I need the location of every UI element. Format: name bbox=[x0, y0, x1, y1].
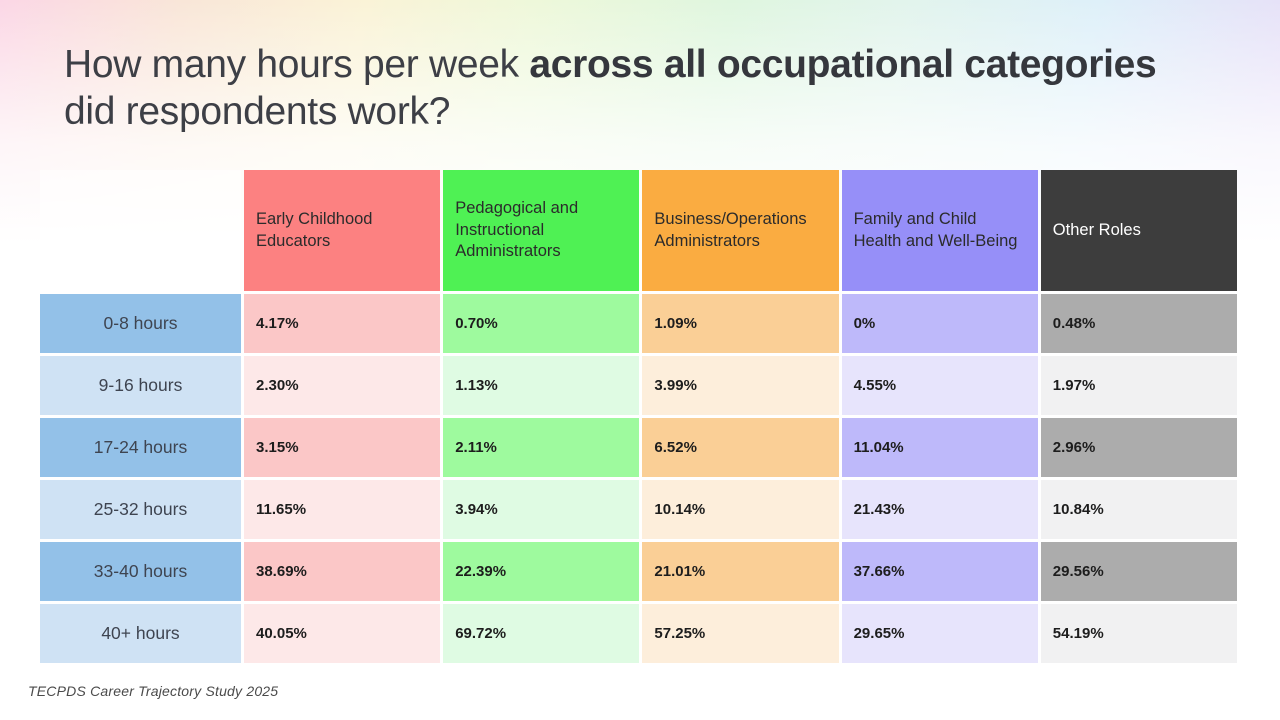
value-cell-r5-c3: 21.01% bbox=[642, 542, 839, 601]
title-text-regular-end: did respondents work? bbox=[64, 89, 451, 133]
value-cell-r5-c1: 38.69% bbox=[244, 542, 441, 601]
value-cell-r1-c3: 1.09% bbox=[642, 294, 839, 353]
column-header-1: Early Childhood Educators bbox=[244, 170, 441, 291]
value-cell-r4-c4: 21.43% bbox=[841, 480, 1038, 539]
page-title: How many hours per week across all occup… bbox=[64, 42, 1164, 136]
value-cell-r1-c4: 0% bbox=[841, 294, 1038, 353]
value-cell-r2-c3: 3.99% bbox=[642, 356, 839, 415]
value-cell-r3-c3: 6.52% bbox=[642, 418, 839, 477]
value-cell-r6-c2: 69.72% bbox=[443, 604, 640, 663]
footer-source-note: TECPDS Career Trajectory Study 2025 bbox=[28, 683, 279, 699]
column-header-4: Family and Child Health and Well-Being bbox=[841, 170, 1038, 291]
value-cell-r3-c5: 2.96% bbox=[1040, 418, 1237, 477]
value-cell-r6-c5: 54.19% bbox=[1040, 604, 1237, 663]
value-cell-r6-c4: 29.65% bbox=[841, 604, 1038, 663]
value-cell-r4-c3: 10.14% bbox=[642, 480, 839, 539]
value-cell-r4-c5: 10.84% bbox=[1040, 480, 1237, 539]
value-cell-r6-c1: 40.05% bbox=[244, 604, 441, 663]
value-cell-r2-c5: 1.97% bbox=[1040, 356, 1237, 415]
value-cell-r2-c2: 1.13% bbox=[443, 356, 640, 415]
row-header-5: 33-40 hours bbox=[40, 542, 241, 601]
value-cell-r5-c5: 29.56% bbox=[1040, 542, 1237, 601]
value-cell-r1-c1: 4.17% bbox=[244, 294, 441, 353]
value-cell-r1-c5: 0.48% bbox=[1040, 294, 1237, 353]
column-header-3: Business/​Operations Administrators bbox=[642, 170, 839, 291]
title-text-regular: How many hours per week bbox=[64, 43, 530, 86]
value-cell-r3-c4: 11.04% bbox=[841, 418, 1038, 477]
column-header-5: Other Roles bbox=[1040, 170, 1237, 291]
value-cell-r1-c2: 0.70% bbox=[443, 294, 640, 353]
value-cell-r6-c3: 57.25% bbox=[642, 604, 839, 663]
table-corner-cell bbox=[40, 170, 241, 291]
row-header-1: 0-8 hours bbox=[40, 294, 241, 353]
title-text-bold: across all occupational categories bbox=[529, 43, 1157, 86]
row-header-2: 9-16 hours bbox=[40, 356, 241, 415]
column-header-2: Pedagogical and Instructional Administra… bbox=[443, 170, 640, 291]
value-cell-r5-c2: 22.39% bbox=[443, 542, 640, 601]
value-cell-r2-c4: 4.55% bbox=[841, 356, 1038, 415]
row-header-3: 17-24 hours bbox=[40, 418, 241, 477]
value-cell-r4-c2: 3.94% bbox=[443, 480, 640, 539]
occupation-hours-table: Early Childhood Educators Pedagogical and… bbox=[40, 170, 1237, 663]
value-cell-r5-c4: 37.66% bbox=[841, 542, 1038, 601]
value-cell-r2-c1: 2.30% bbox=[244, 356, 441, 415]
value-cell-r4-c1: 11.65% bbox=[244, 480, 441, 539]
value-cell-r3-c1: 3.15% bbox=[244, 418, 441, 477]
row-header-4: 25-32 hours bbox=[40, 480, 241, 539]
value-cell-r3-c2: 2.11% bbox=[443, 418, 640, 477]
row-header-6: 40+ hours bbox=[40, 604, 241, 663]
